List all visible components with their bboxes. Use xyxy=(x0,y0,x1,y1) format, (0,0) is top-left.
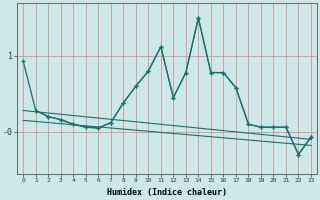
X-axis label: Humidex (Indice chaleur): Humidex (Indice chaleur) xyxy=(107,188,227,197)
